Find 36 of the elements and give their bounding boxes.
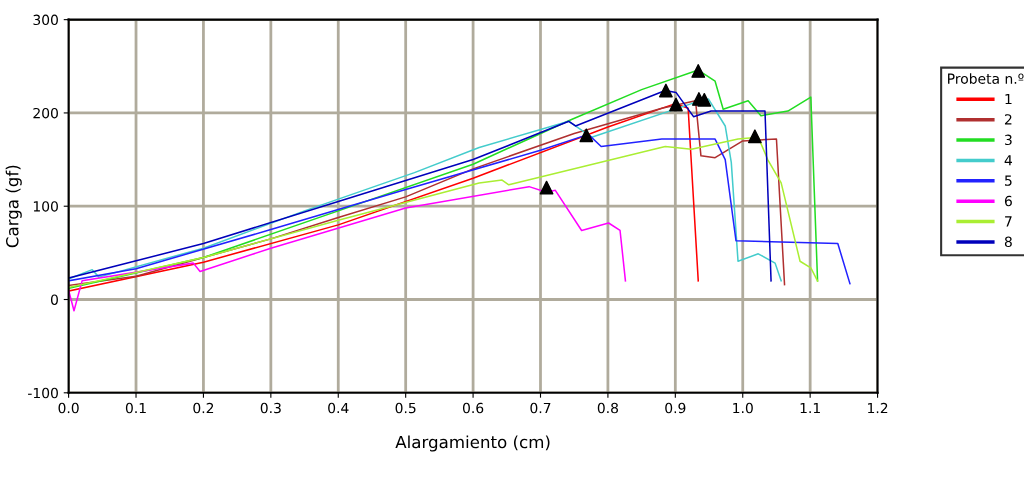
x-tick-label: 0.4 — [328, 402, 349, 414]
point — [658, 83, 673, 98]
y-tick-label: 0 — [50, 294, 58, 305]
x-tick-label: 1.0 — [733, 402, 753, 414]
legend-label: 7 — [1005, 216, 1012, 227]
x-tick-label: 0.8 — [597, 402, 619, 414]
point — [579, 128, 594, 143]
legend-label: 3 — [1005, 134, 1012, 146]
y-tick-label: 200 — [33, 107, 58, 119]
legend-label: 4 — [1004, 155, 1013, 166]
x-tick-label: 0.2 — [193, 402, 214, 414]
legend-label: 5 — [1005, 175, 1012, 186]
legend-label: 6 — [1004, 195, 1012, 207]
point — [669, 97, 683, 112]
x-tick-label: 0.5 — [395, 402, 416, 414]
x-tick-label: 0.7 — [530, 402, 551, 414]
y-tick-label: 300 — [33, 14, 58, 26]
x-tick-label: 0.3 — [260, 402, 281, 414]
legend-label: 1 — [1005, 93, 1012, 105]
x-axis-title: Alargamiento (cm) — [395, 435, 550, 452]
x-tick-label: 0.0 — [58, 402, 79, 414]
legend-label: 8 — [1004, 236, 1012, 248]
point — [539, 180, 554, 195]
point — [747, 129, 762, 144]
legend-title: Probeta n.º — [948, 73, 1024, 84]
x-tick-label: 0.1 — [125, 402, 146, 414]
x-tick-label: 1.1 — [800, 402, 820, 414]
y-tick-label: 100 — [33, 201, 58, 212]
y-axis-title: Carga (gf) — [5, 165, 22, 248]
x-tick-label: 1.2 — [868, 402, 888, 414]
point — [697, 92, 712, 107]
x-tick-label: 0.6 — [462, 402, 484, 414]
x-tick-label: 0.9 — [665, 402, 686, 414]
point — [691, 64, 706, 78]
y-tick-label: -100 — [28, 387, 58, 399]
legend-label: 2 — [1004, 114, 1012, 125]
